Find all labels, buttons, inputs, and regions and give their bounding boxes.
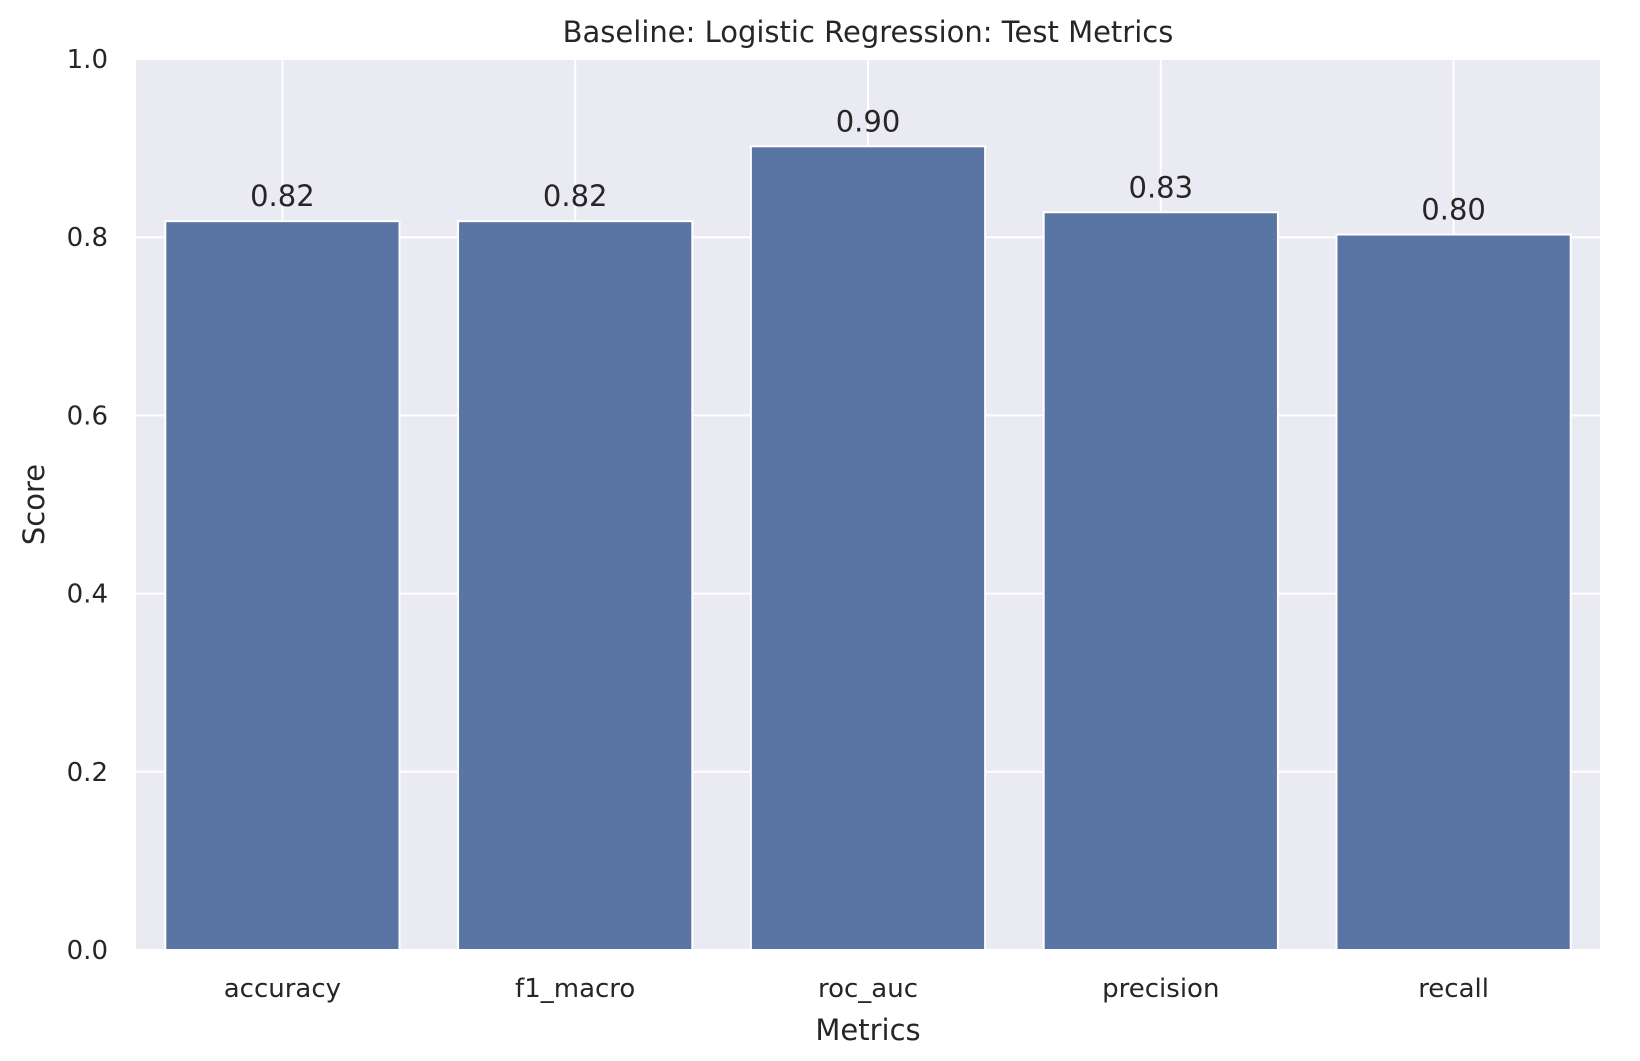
bar-recall [1335,233,1572,952]
y-tick-label: 0.0 [67,936,108,966]
bar-accuracy [164,220,401,952]
y-axis-label: Score [17,464,51,545]
value-label-f1_macro: 0.82 [543,179,608,213]
bars [164,145,1572,952]
value-label-roc_auc: 0.90 [836,104,901,138]
x-tick-label-precision: precision [1102,974,1219,1004]
x-axis-label: Metrics [815,1013,920,1047]
bar-f1_macro [457,220,694,952]
y-axis-ticks: 0.0 0.2 0.4 0.6 0.8 1.0 [67,45,108,966]
y-tick-label: 0.4 [67,580,108,610]
y-tick-label: 0.8 [67,223,108,253]
x-tick-label-f1_macro: f1_macro [515,974,635,1004]
y-tick-label: 0.6 [67,401,108,431]
bar-precision [1042,211,1279,951]
x-tick-label-accuracy: accuracy [224,974,341,1004]
x-axis-ticks: accuracy f1_macro roc_auc precision recall [224,974,1489,1004]
value-label-precision: 0.83 [1129,170,1194,204]
value-label-recall: 0.80 [1421,193,1486,227]
x-tick-label-roc_auc: roc_auc [818,974,918,1004]
y-tick-label: 0.2 [67,758,108,788]
value-label-accuracy: 0.82 [250,179,315,213]
bar-roc_auc [749,145,987,951]
y-tick-label: 1.0 [67,45,108,75]
x-tick-label-recall: recall [1418,974,1489,1004]
value-labels: 0.82 0.82 0.90 0.83 0.80 [250,104,1486,226]
chart-title: Baseline: Logistic Regression: Test Metr… [563,15,1174,49]
